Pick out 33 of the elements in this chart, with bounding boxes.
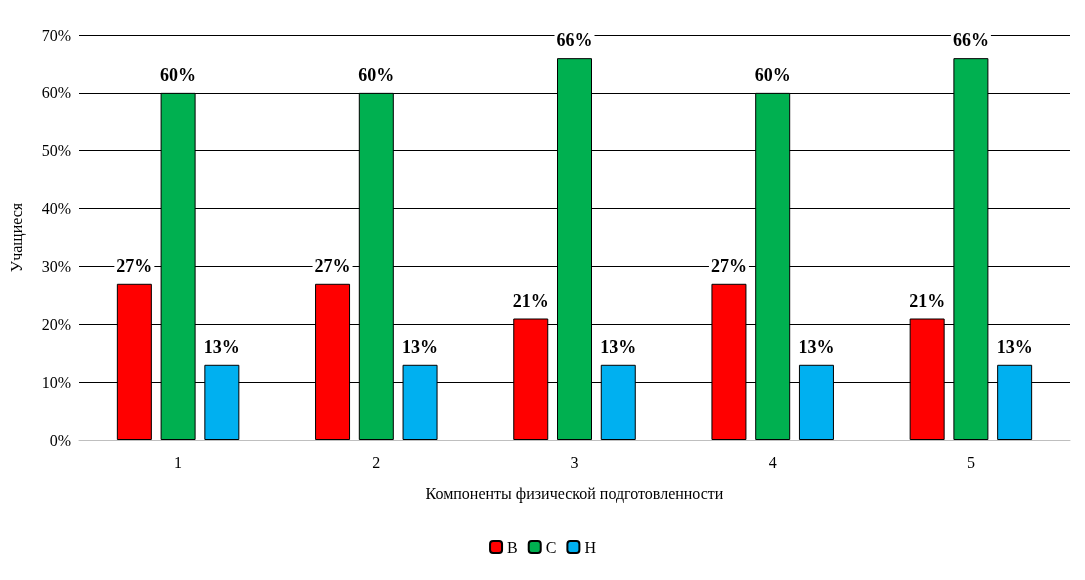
data-label: 13% xyxy=(402,336,439,357)
x-axis-title: Компоненты физической подготовленности xyxy=(425,484,724,503)
y-tick-label: 40% xyxy=(41,200,71,218)
data-label: 13% xyxy=(996,336,1033,357)
y-tick-label: 0% xyxy=(49,431,71,449)
data-label: 27% xyxy=(116,255,153,276)
data-label: 13% xyxy=(600,336,637,357)
data-label: 21% xyxy=(909,290,946,311)
y-axis-title: Учащиеся xyxy=(7,202,26,273)
legend-label: С xyxy=(545,538,557,556)
x-tick-label: 5 xyxy=(966,453,975,471)
data-label: 27% xyxy=(710,255,747,276)
y-tick-label: 30% xyxy=(41,257,71,275)
data-label: 66% xyxy=(556,30,593,51)
x-tick-label: 3 xyxy=(570,453,579,471)
x-tick-label: 4 xyxy=(768,453,777,471)
data-label: 60% xyxy=(358,64,395,85)
legend-label: Н xyxy=(584,538,597,556)
data-label: 60% xyxy=(160,64,197,85)
x-tick-label: 1 xyxy=(174,453,183,471)
data-label: 66% xyxy=(952,30,989,51)
data-label: 21% xyxy=(512,290,549,311)
y-tick-label: 20% xyxy=(41,315,71,333)
y-tick-label: 70% xyxy=(41,26,71,44)
x-tick-label: 2 xyxy=(372,453,381,471)
data-label: 27% xyxy=(314,255,351,276)
y-tick-label: 60% xyxy=(41,84,71,102)
y-tick-label: 10% xyxy=(41,373,71,391)
y-tick-label: 50% xyxy=(41,142,71,160)
data-label: 60% xyxy=(754,64,791,85)
data-label: 13% xyxy=(203,336,240,357)
legend-label: В xyxy=(507,538,518,556)
data-label: 13% xyxy=(798,336,835,357)
